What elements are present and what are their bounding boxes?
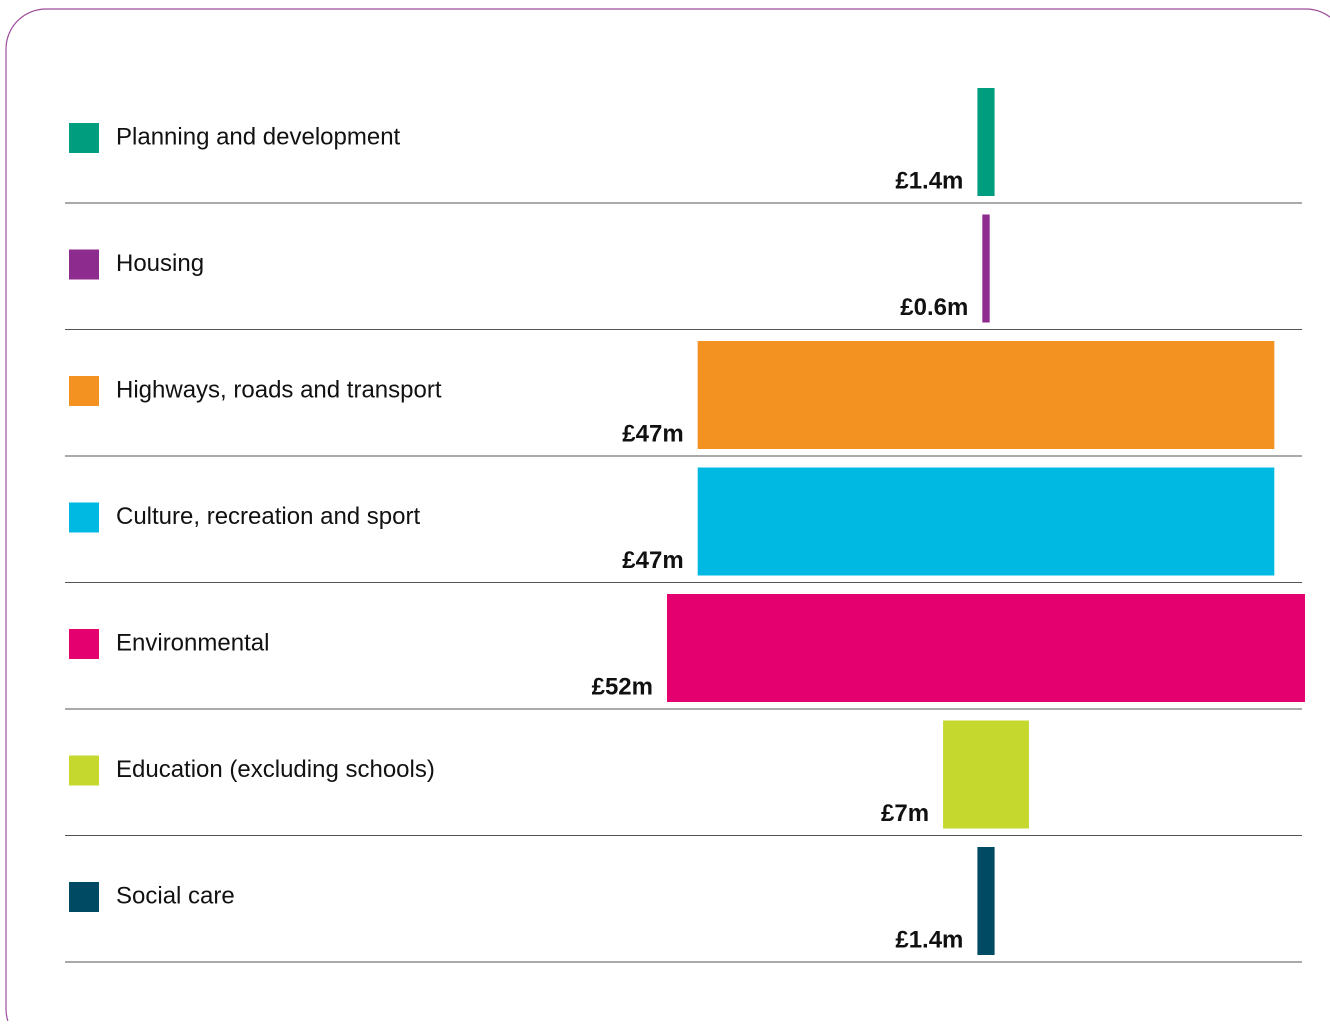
legend-swatch [69, 376, 99, 406]
legend-swatch [69, 502, 99, 533]
bar [697, 467, 1275, 576]
value-label: £47m [622, 420, 683, 447]
value-label: £47m [622, 547, 683, 574]
legend-swatch [69, 755, 99, 786]
legend-swatch [69, 123, 99, 153]
value-label: £52m [592, 673, 653, 700]
bar [982, 214, 990, 323]
value-label: £1.4m [895, 926, 963, 953]
category-label: Education (excluding schools) [116, 756, 435, 783]
bar [943, 720, 1029, 829]
category-label: Culture, recreation and sport [116, 503, 420, 530]
legend-swatch [69, 629, 99, 659]
legend-swatch [69, 882, 99, 912]
value-label: £1.4m [895, 167, 963, 194]
bar [977, 88, 995, 196]
frame [5, 8, 1330, 1026]
value-label: £0.6m [900, 294, 968, 321]
category-label: Planning and development [116, 123, 401, 150]
category-label: Highways, roads and transport [116, 376, 442, 403]
bar [667, 594, 1305, 702]
bar [977, 847, 995, 955]
bar [697, 341, 1275, 449]
category-label: Housing [116, 250, 204, 277]
category-label: Social care [116, 882, 235, 909]
value-label: £7m [881, 800, 929, 827]
category-label: Environmental [116, 629, 269, 656]
legend-swatch [69, 249, 99, 280]
